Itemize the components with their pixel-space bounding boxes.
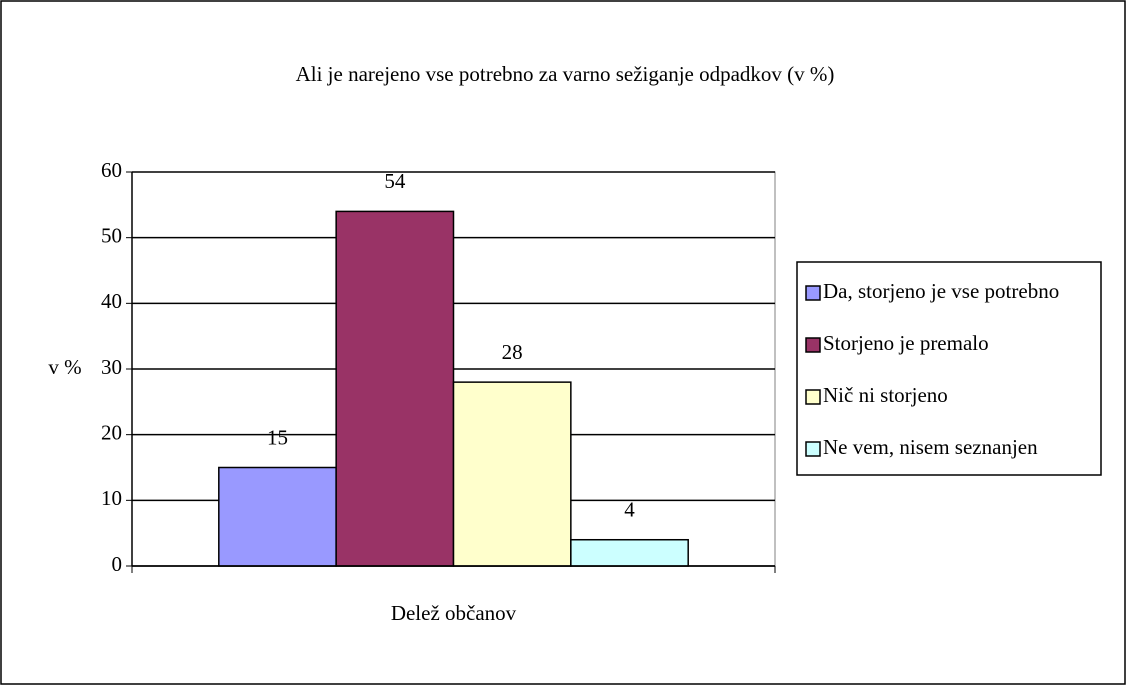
y-tick-label: 10: [101, 486, 122, 510]
legend-swatch: [805, 285, 821, 301]
legend-label: Da, storjeno je vse potrebno: [823, 279, 1059, 303]
bar: [335, 210, 455, 567]
y-tick-label: 30: [101, 355, 122, 379]
legend-swatch: [805, 441, 821, 457]
legend-label: Nič ni storjeno: [823, 383, 948, 407]
data-label: 4: [624, 498, 635, 522]
legend-swatch: [805, 389, 821, 405]
y-tick-label: 20: [101, 420, 122, 444]
chart-title: Ali je narejeno vse potrebno za varno se…: [296, 62, 835, 86]
x-tick-label: Delež občanov: [391, 601, 517, 625]
y-tick-label: 60: [101, 158, 122, 182]
y-tick-label: 0: [112, 552, 123, 576]
legend-label: Storjeno je premalo: [823, 331, 989, 355]
data-label: 54: [384, 169, 406, 193]
y-tick-label: 40: [101, 289, 122, 313]
y-axis-label: v %: [48, 355, 81, 379]
legend-box: [796, 261, 1102, 476]
y-tick-label: 50: [101, 223, 122, 247]
bar: [570, 538, 689, 567]
bar: [452, 381, 572, 567]
data-label: 15: [267, 425, 288, 449]
legend-swatch: [805, 337, 821, 353]
data-label: 28: [502, 340, 523, 364]
bar: [218, 466, 337, 567]
legend-label: Ne vem, nisem seznanjen: [823, 435, 1038, 459]
